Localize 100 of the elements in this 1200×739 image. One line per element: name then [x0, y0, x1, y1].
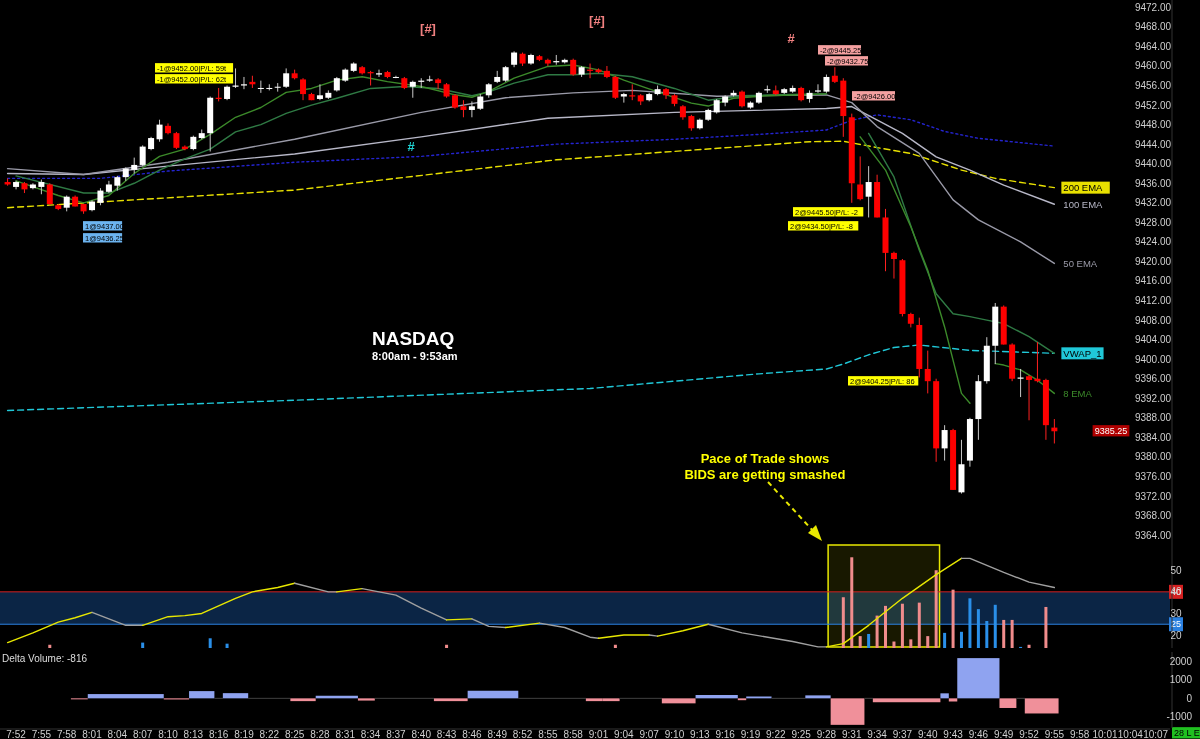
x-tick-label: 8:22: [259, 728, 280, 739]
x-tick-label: 8:25: [284, 728, 305, 739]
x-tick-label: 9:25: [791, 728, 812, 739]
x-tick-label: 10:07: [1143, 728, 1169, 739]
y-tick-label: 9408.00: [1134, 314, 1172, 326]
y-tick-label: 1000: [1169, 674, 1193, 686]
y-tick-label: 9436.00: [1134, 177, 1172, 189]
x-tick-label: 9:01: [588, 728, 609, 739]
candlestick: [300, 77, 307, 101]
x-tick-label: 9:49: [993, 728, 1014, 739]
y-tick-label: 9440.00: [1134, 158, 1172, 170]
candlestick: [865, 165, 872, 218]
x-tick-label: 9:22: [766, 728, 786, 739]
series-label: 100 EMA: [1063, 198, 1104, 210]
y-tick-label: 9448.00: [1134, 119, 1172, 131]
annotation: NASDAQ: [372, 327, 455, 349]
x-tick-label: 8:19: [234, 728, 255, 739]
y-tick-label: 0: [1186, 692, 1193, 704]
candlestick: [857, 155, 864, 201]
y-tick-label: 9460.00: [1134, 60, 1172, 72]
y-tick-label: 9400.00: [1134, 353, 1172, 365]
line-series: [361, 587, 448, 621]
x-tick-label: 9:43: [943, 728, 964, 739]
y-tick-label: 9392.00: [1134, 392, 1172, 404]
candlestick: [663, 87, 670, 100]
candlestick: [603, 65, 610, 79]
x-tick-label: 9:04: [614, 728, 635, 739]
y-tick-label: 9452.00: [1134, 99, 1172, 111]
annotation: [#]: [420, 20, 436, 36]
candlestick: [283, 67, 290, 89]
x-tick-label: 9:52: [1019, 728, 1040, 739]
y-tick-label: 9412.00: [1134, 295, 1172, 307]
x-tick-label: 9:58: [1069, 728, 1090, 739]
candlestick: [46, 182, 53, 206]
x-tick-label: 8:37: [386, 728, 407, 739]
candlestick: [316, 83, 323, 101]
x-tick-label: 9:37: [892, 728, 913, 739]
line-series: [825, 557, 963, 648]
x-tick-label: 8:01: [82, 728, 103, 739]
candlestick: [823, 74, 830, 94]
x-tick-label: 8:13: [183, 728, 204, 739]
x-tick-label: 8:49: [487, 728, 508, 739]
y-tick-label: 30: [1170, 607, 1182, 619]
x-tick-label: 7:52: [6, 728, 27, 739]
x-tick-label: 9:16: [715, 728, 736, 739]
y-tick-label: 9464.00: [1134, 40, 1172, 52]
x-tick-label: 7:55: [31, 728, 52, 739]
x-tick-label: 8:28: [310, 728, 331, 739]
y-tick-label: 9420.00: [1134, 255, 1172, 267]
x-tick-label: 8:40: [411, 728, 432, 739]
x-tick-label: 9:13: [690, 728, 710, 739]
text: 28 L E: [1174, 728, 1200, 738]
line-series: [6, 140, 1056, 209]
candlestick: [468, 100, 475, 118]
y-tick-label: 9456.00: [1134, 80, 1172, 92]
x-tick-label: 9:34: [867, 728, 888, 739]
x-tick-label: 8:43: [436, 728, 457, 739]
x-tick-label: 10:01: [1092, 728, 1118, 739]
x-tick-label: 7:58: [56, 728, 77, 739]
annotation: [#]: [589, 12, 605, 28]
candlestick: [612, 75, 619, 100]
candlestick: [376, 69, 383, 78]
annotation: #: [407, 138, 416, 154]
candlestick: [156, 119, 163, 143]
candlestick: [814, 83, 821, 94]
x-tick-label: 8:04: [107, 728, 128, 739]
x-tick-label: 9:46: [968, 728, 989, 739]
x-tick-label: 9:28: [816, 728, 837, 739]
x-tick-label: 8:07: [132, 728, 153, 739]
x-tick-label: 9:07: [639, 728, 660, 739]
x-tick-label: 8:16: [208, 728, 229, 739]
line-series: [707, 623, 828, 648]
x-tick-label: 8:58: [563, 728, 584, 739]
y-tick-label: 9428.00: [1134, 216, 1172, 228]
candlestick: [831, 66, 838, 84]
candlestick: [890, 251, 897, 280]
candlestick: [240, 76, 247, 90]
y-tick-label: -1000: [1166, 711, 1193, 723]
line-series: [538, 622, 600, 639]
series-label: 50 EMA: [1063, 257, 1098, 269]
y-tick-label: 9404.00: [1134, 334, 1172, 346]
x-tick-label: 9:55: [1044, 728, 1065, 739]
annotation: #: [787, 30, 796, 46]
y-tick-label: 9396.00: [1134, 373, 1172, 385]
x-tick-label: 9:40: [918, 728, 938, 739]
line-series: [6, 611, 93, 644]
x-tick-label: 8:46: [462, 728, 483, 739]
candlestick: [392, 75, 399, 79]
line-series: [141, 582, 296, 627]
x-tick-label: 8:52: [512, 728, 533, 739]
y-tick-label: 50: [1170, 564, 1182, 576]
annotation: 9385.25: [1094, 426, 1128, 436]
series-label: 8 EMA: [1063, 387, 1093, 399]
x-tick-label: 8:34: [360, 728, 381, 739]
y-tick-label: 9468.00: [1134, 21, 1172, 33]
series-label: VWAP_1: [1063, 347, 1102, 359]
candlestick: [257, 80, 264, 94]
y-tick-label: 9444.00: [1134, 138, 1172, 150]
chart-title: Delta Volume: -816: [2, 652, 88, 664]
candlestick: [722, 94, 729, 107]
